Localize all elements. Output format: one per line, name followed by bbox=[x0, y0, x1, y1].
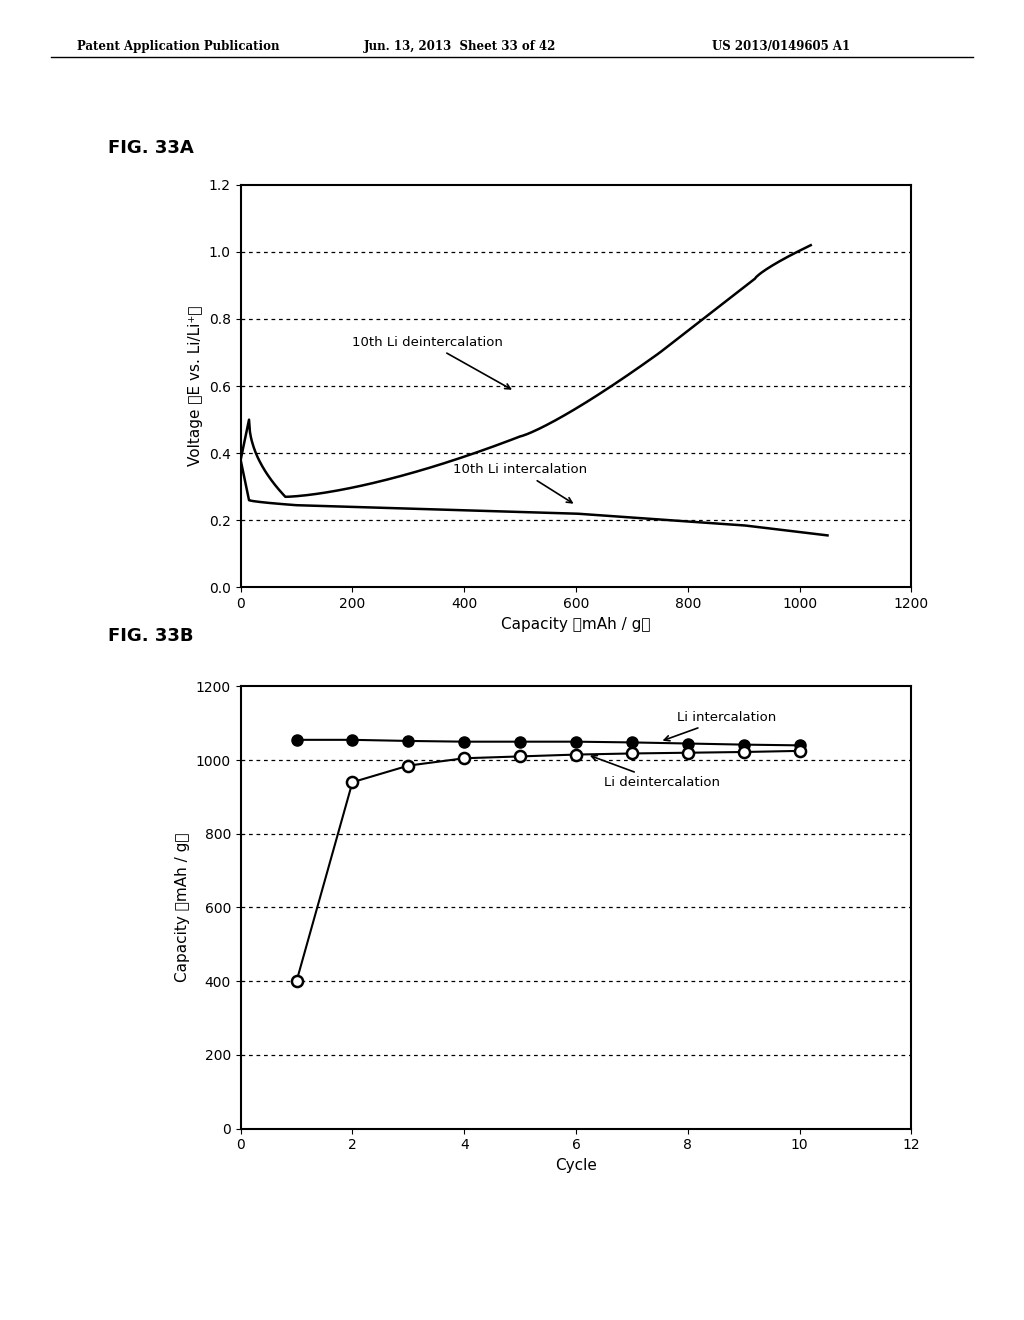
Text: Li deintercalation: Li deintercalation bbox=[592, 755, 720, 789]
Text: 10th Li deintercalation: 10th Li deintercalation bbox=[352, 337, 511, 389]
Text: Jun. 13, 2013  Sheet 33 of 42: Jun. 13, 2013 Sheet 33 of 42 bbox=[364, 40, 556, 53]
Text: Patent Application Publication: Patent Application Publication bbox=[77, 40, 280, 53]
Text: FIG. 33A: FIG. 33A bbox=[108, 139, 194, 157]
Text: 10th Li intercalation: 10th Li intercalation bbox=[453, 463, 587, 503]
Y-axis label: Capacity （mAh / g）: Capacity （mAh / g） bbox=[175, 833, 190, 982]
Y-axis label: Voltage （E vs. Li/Li⁺）: Voltage （E vs. Li/Li⁺） bbox=[188, 306, 204, 466]
X-axis label: Capacity （mAh / g）: Capacity （mAh / g） bbox=[502, 616, 650, 632]
Text: FIG. 33B: FIG. 33B bbox=[108, 627, 193, 645]
X-axis label: Cycle: Cycle bbox=[555, 1158, 597, 1173]
Text: Li intercalation: Li intercalation bbox=[665, 711, 776, 741]
Text: US 2013/0149605 A1: US 2013/0149605 A1 bbox=[712, 40, 850, 53]
